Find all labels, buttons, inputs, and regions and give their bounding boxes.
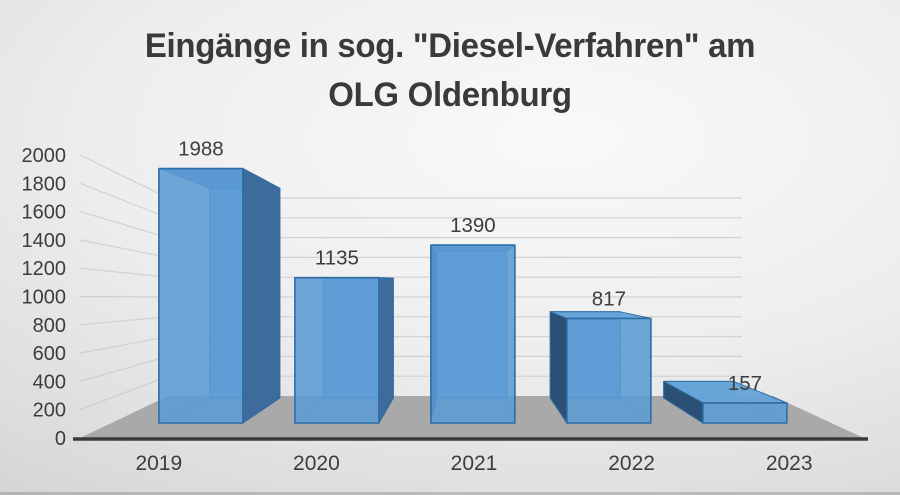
y-axis-label: 1000 bbox=[22, 287, 67, 309]
slide-bottom-edge bbox=[0, 492, 900, 495]
chart-title-line2: OLG Oldenburg bbox=[328, 76, 572, 114]
bar-front-face bbox=[294, 276, 380, 424]
chart-title: Eingänge in sog. "Diesel-Verfahren" am O… bbox=[14, 22, 887, 120]
bar-2022: 817 bbox=[549, 287, 652, 424]
bar-front-face bbox=[430, 244, 516, 424]
bar-2020: 1135 bbox=[294, 247, 394, 424]
x-axis-label: 2022 bbox=[608, 452, 655, 475]
bar-2023: 157 bbox=[663, 372, 788, 424]
bar-2021: 1390 bbox=[430, 214, 516, 424]
x-axis-label: 2020 bbox=[293, 452, 340, 475]
y-axis-label: 2000 bbox=[22, 145, 67, 167]
y-axis-label: 400 bbox=[33, 371, 66, 393]
y-axis-label: 800 bbox=[33, 315, 66, 337]
y-axis-label: 1600 bbox=[22, 202, 67, 224]
x-axis-label: 2023 bbox=[766, 452, 813, 475]
y-axis-label: 1200 bbox=[22, 258, 67, 280]
y-axis-label: 200 bbox=[33, 400, 66, 422]
bar-value-label: 157 bbox=[728, 372, 762, 395]
bar-value-label: 1390 bbox=[450, 214, 496, 237]
y-axis-label: 1800 bbox=[22, 173, 67, 195]
bar-value-label: 1135 bbox=[315, 247, 359, 270]
y-axis-label: 0 bbox=[55, 428, 66, 450]
bar-side-face bbox=[242, 168, 281, 424]
bar-2019: 1988 bbox=[158, 138, 281, 424]
bar-value-label: 817 bbox=[592, 287, 626, 310]
bar-side-face bbox=[378, 277, 394, 424]
x-axis-label: 2019 bbox=[135, 452, 182, 475]
x-axis-label: 2021 bbox=[451, 452, 498, 475]
bar-front-face bbox=[566, 317, 652, 424]
y-axis-label: 1400 bbox=[22, 230, 67, 252]
bar-value-label: 1988 bbox=[178, 138, 224, 161]
y-axis-label: 600 bbox=[33, 343, 66, 365]
bar-front-face bbox=[158, 167, 244, 424]
chart-title-line1: Eingänge in sog. "Diesel-Verfahren" am bbox=[144, 27, 756, 65]
bar-front-face bbox=[702, 402, 788, 424]
